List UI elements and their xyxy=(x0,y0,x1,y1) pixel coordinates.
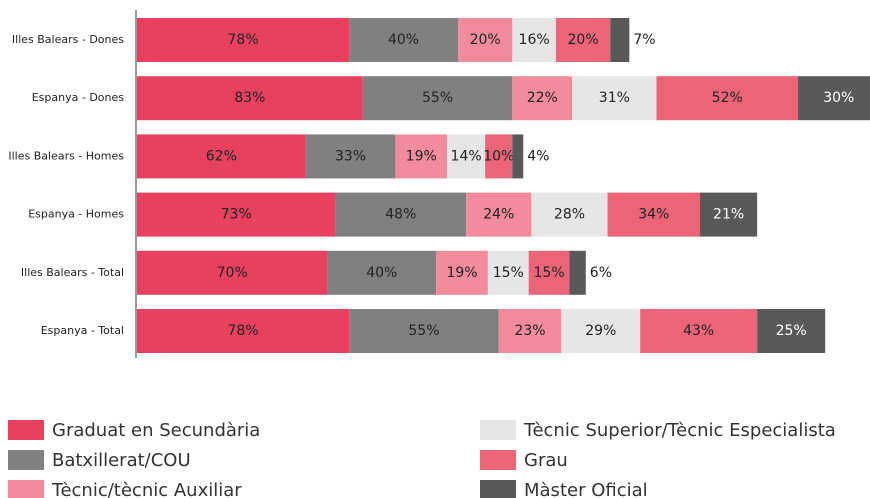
data-label: 48% xyxy=(385,207,416,223)
legend-swatch xyxy=(8,480,44,498)
category-label: Illes Balears - Homes xyxy=(8,149,124,162)
bar-segment xyxy=(137,76,363,121)
category-label: Espanya - Total xyxy=(41,324,124,337)
data-label: 16% xyxy=(519,32,550,48)
bar-segment xyxy=(531,192,608,237)
legend-label: Grau xyxy=(524,450,568,471)
legend-label: Batxillerat/COU xyxy=(52,450,191,471)
data-label: 33% xyxy=(335,148,366,164)
data-label: 7% xyxy=(633,32,655,48)
bar-segment xyxy=(436,250,488,295)
data-label: 4% xyxy=(527,148,549,164)
data-label: 19% xyxy=(446,265,477,281)
bar-segment xyxy=(137,134,306,179)
data-label: 34% xyxy=(638,207,669,223)
bar-segment xyxy=(561,309,641,353)
bar-segment xyxy=(572,76,657,121)
bar-segment xyxy=(466,192,532,237)
legend-swatch xyxy=(480,420,516,440)
data-label: 23% xyxy=(514,323,545,339)
data-label: 15% xyxy=(493,265,524,281)
data-label: 21% xyxy=(713,207,744,223)
bar-segment xyxy=(512,134,524,179)
bar-segment xyxy=(349,309,499,353)
bar-segment xyxy=(528,250,570,295)
bar-segment xyxy=(700,192,758,237)
data-label: 43% xyxy=(683,323,714,339)
bar-segment xyxy=(607,192,701,237)
bar-segment xyxy=(569,250,586,295)
data-label: 31% xyxy=(599,90,630,106)
bar-segment xyxy=(797,76,870,121)
bar-segment xyxy=(757,309,826,353)
bar-segment xyxy=(512,18,556,62)
data-label: 78% xyxy=(228,323,259,339)
data-label: 10% xyxy=(483,148,514,164)
data-label: 62% xyxy=(206,148,237,164)
category-label: Illes Balears - Dones xyxy=(12,33,124,46)
bar-segment xyxy=(137,18,350,62)
data-label: 40% xyxy=(388,32,419,48)
bar-segment xyxy=(327,250,437,295)
data-label: 20% xyxy=(470,32,501,48)
data-label: 24% xyxy=(483,207,514,223)
data-label: 73% xyxy=(221,207,252,223)
data-label: 52% xyxy=(712,90,743,106)
data-label: 78% xyxy=(228,32,259,48)
bar-segment xyxy=(640,309,758,353)
bar-segment xyxy=(610,18,630,62)
legend-label: Màster Oficial xyxy=(524,480,648,498)
data-label: 14% xyxy=(451,148,482,164)
bar-segment xyxy=(487,250,529,295)
data-label: 20% xyxy=(568,32,599,48)
legend-swatch xyxy=(8,450,44,470)
bar-segment xyxy=(447,134,486,179)
data-label: 19% xyxy=(406,148,437,164)
legend-label: Graduat en Secundària xyxy=(52,420,260,441)
category-label: Espanya - Dones xyxy=(32,91,125,104)
bar-segment xyxy=(485,134,513,179)
data-label: 6% xyxy=(590,265,612,281)
bar-segment xyxy=(137,309,350,353)
data-label: 40% xyxy=(366,265,397,281)
category-label: Espanya - Homes xyxy=(28,208,124,221)
legend-label: Tècnic/tècnic Auxiliar xyxy=(51,480,242,498)
legend-label: Tècnic Superior/Tècnic Especialista xyxy=(523,420,836,441)
data-label: 22% xyxy=(527,90,558,106)
data-label: 28% xyxy=(554,207,585,223)
bar-segment xyxy=(362,76,513,121)
data-label: 30% xyxy=(823,90,854,106)
bar-segment xyxy=(137,192,336,237)
legend-swatch xyxy=(480,450,516,470)
bar-segment xyxy=(335,192,467,237)
bar-segment xyxy=(498,309,562,353)
bar-segment xyxy=(555,18,611,62)
legend-swatch xyxy=(8,420,44,440)
bar-segment xyxy=(349,18,458,62)
data-label: 83% xyxy=(234,90,265,106)
bar-segment xyxy=(395,134,448,179)
bar-segment xyxy=(457,18,513,62)
legend-swatch xyxy=(480,480,516,498)
data-label: 15% xyxy=(534,265,565,281)
bar-segment xyxy=(137,250,328,295)
data-label: 29% xyxy=(585,323,616,339)
data-label: 70% xyxy=(217,265,248,281)
data-label: 55% xyxy=(422,90,453,106)
data-label: 25% xyxy=(776,323,807,339)
bar-segment xyxy=(656,76,798,121)
bar-segment xyxy=(512,76,573,121)
data-label: 55% xyxy=(408,323,439,339)
category-label: Illes Balears - Total xyxy=(21,266,124,279)
bar-segment xyxy=(305,134,396,179)
